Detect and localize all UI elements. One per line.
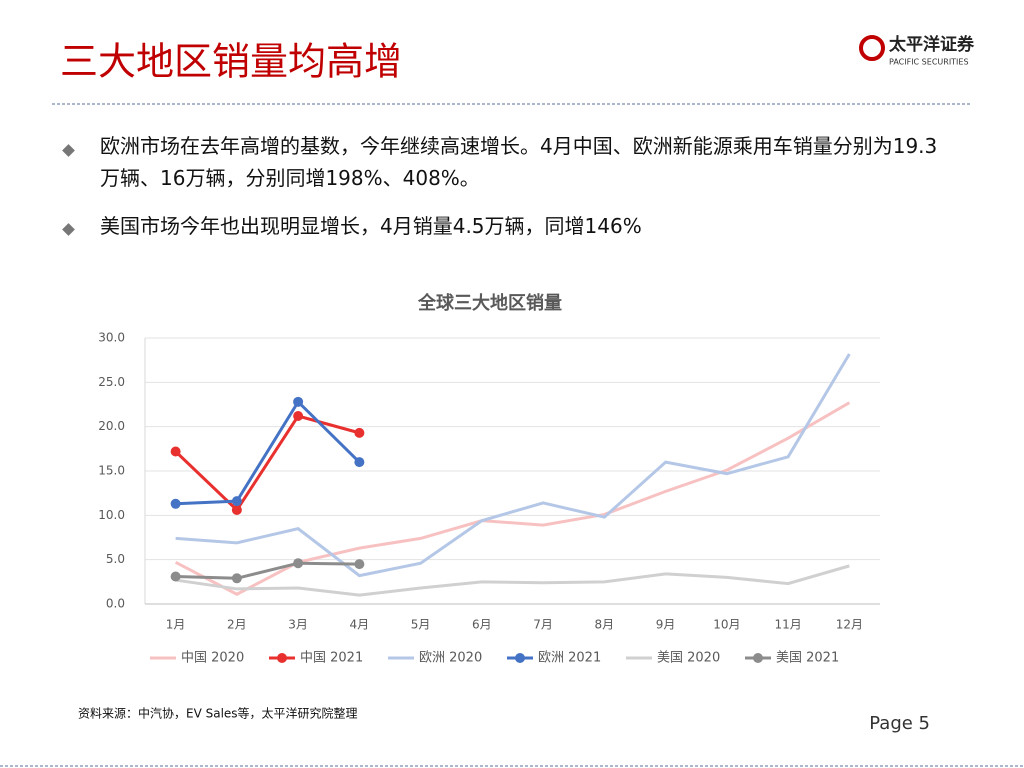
point (354, 427, 365, 438)
logo-icon (859, 35, 885, 61)
legend-label: 欧洲 2021 (538, 651, 601, 666)
point (293, 396, 304, 407)
legend-label: 中国 2020 (181, 651, 244, 666)
chart-title: 全球三大地区销量 (417, 292, 562, 314)
point (354, 559, 365, 570)
y-tick-label: 25.0 (98, 375, 125, 389)
series-line (175, 353, 851, 578)
legend-marker (753, 653, 763, 663)
point (170, 571, 181, 582)
x-tick-label: 11月 (774, 618, 801, 632)
x-tick-label: 8月 (595, 618, 615, 632)
series-line (175, 564, 850, 597)
point (170, 446, 181, 457)
slide-title: 三大地区销量均高增 (60, 40, 402, 84)
legend-label: 中国 2021 (300, 651, 363, 666)
point (231, 505, 242, 516)
bullet-text: 美国市场今年也出现明显增长，4月销量4.5万辆，同增146% (100, 214, 642, 238)
x-tick-label: 12月 (836, 618, 863, 632)
x-tick-label: 7月 (533, 618, 553, 632)
y-tick-label: 30.0 (98, 331, 125, 345)
y-tick-label: 10.0 (98, 508, 125, 522)
bullet-text: 欧洲市场在去年高增的基数，今年继续高速增长。4月中国、欧洲新能源乘用车销量分别为… (100, 134, 938, 190)
page-number: Page 5 (869, 713, 930, 734)
x-tick-label: 10月 (713, 618, 740, 632)
y-tick-label: 20.0 (98, 419, 125, 433)
x-tick-label: 3月 (288, 618, 308, 632)
x-tick-label: 2月 (227, 618, 247, 632)
point (293, 411, 304, 422)
point (231, 573, 242, 584)
point (354, 457, 365, 468)
legend-label: 美国 2020 (657, 651, 720, 666)
series-line (175, 399, 361, 506)
series-line (174, 401, 851, 596)
x-tick-label: 4月 (350, 618, 370, 632)
y-tick-label: 5.0 (106, 552, 125, 566)
x-tick-label: 6月 (472, 618, 492, 632)
x-tick-label: 9月 (656, 618, 676, 632)
y-tick-label: 0.0 (106, 597, 125, 611)
legend-label: 美国 2021 (776, 651, 839, 666)
point (231, 496, 242, 507)
legend-marker (277, 653, 287, 663)
x-tick-label: 1月 (166, 618, 186, 632)
legend-label: 欧洲 2020 (419, 651, 482, 666)
point (293, 558, 304, 569)
source: 资料来源：中汽协，EV Sales等，太平洋研究院整理 (78, 706, 358, 721)
series-line (175, 561, 360, 580)
x-tick-label: 5月 (411, 618, 431, 632)
legend-marker (515, 653, 525, 663)
logo-sub: PACIFIC SECURITIES (889, 58, 969, 67)
logo-name: 太平洋证券 (889, 34, 975, 55)
series-line (174, 414, 360, 513)
y-tick-label: 15.0 (98, 464, 125, 478)
point (170, 498, 181, 509)
